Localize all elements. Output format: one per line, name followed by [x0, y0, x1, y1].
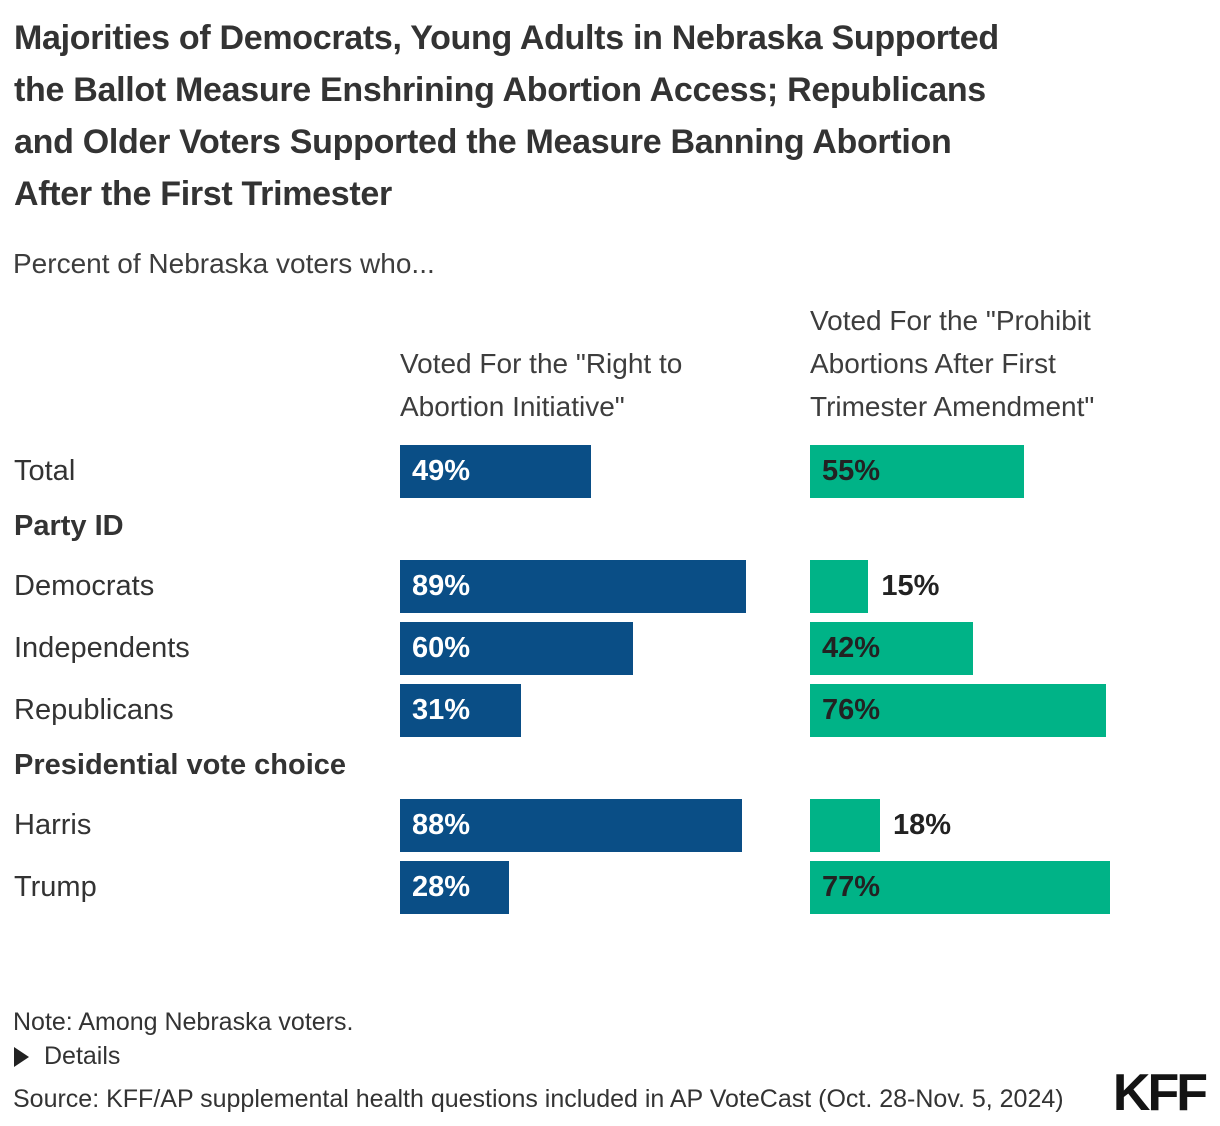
bar-track-col2: 42% [810, 622, 1220, 675]
bar-prohibit-abortions-trump: 77% [810, 861, 1110, 914]
bar-track-col2: 18% [810, 799, 1220, 852]
row-label-trump: Trump [14, 871, 97, 903]
chart-title-line: Majorities of Democrats, Young Adults in… [14, 19, 999, 57]
bar-value-label: 42% [822, 632, 881, 664]
row-label-harris: Harris [14, 809, 92, 841]
kff-logo: KFF [1112, 1064, 1208, 1122]
column-header-right-to-abortion: Voted For the "Right to Abortion Initiat… [400, 348, 683, 422]
bar-value-label: 60% [412, 632, 471, 664]
bar-right-to-abortion-republicans: 31% [400, 684, 521, 737]
bar-right-to-abortion-harris: 88% [400, 799, 743, 852]
bar-track-col2: 76% [810, 684, 1220, 737]
chart-area: Total 49% 55% Party ID Democrats 89% 15%… [0, 445, 1220, 923]
bar-value-label: 55% [822, 455, 881, 487]
column-headers: Voted For the "Right to Abortion Initiat… [0, 300, 1220, 428]
bar-row-independents: Independents 60% 42% [0, 622, 1220, 675]
footnote: Note: Among Nebraska voters. [13, 1008, 354, 1036]
bar-prohibit-abortions-democrats: 15% [810, 560, 939, 613]
bar-right-to-abortion-trump: 28% [400, 861, 509, 914]
section-row-party-id: Party ID [0, 510, 1220, 543]
row-label-independents: Independents [14, 632, 190, 664]
chart-subtitle: Percent of Nebraska voters who... [13, 248, 435, 279]
bar-row-total: Total 49% 55% [0, 445, 1220, 498]
bar-value-label: 28% [412, 871, 471, 903]
bar-track-col1: 89% [400, 560, 810, 613]
bar-track-col1: 31% [400, 684, 810, 737]
bar-right-to-abortion-democrats: 89% [400, 560, 747, 613]
bar-row-republicans: Republicans 31% 76% [0, 684, 1220, 737]
bar-prohibit-abortions-republicans: 76% [810, 684, 1106, 737]
bar-prohibit-abortions-harris: 18% [810, 799, 951, 852]
bar-track-col1: 49% [400, 445, 810, 498]
source-line: Source: KFF/AP supplemental health quest… [13, 1085, 1064, 1113]
bar-row-trump: Trump 28% 77% [0, 861, 1220, 914]
chart-title: Majorities of Democrats, Young Adults in… [14, 12, 1174, 220]
column-header-prohibit-abortions: Voted For the "Prohibit Abortions After … [810, 305, 1095, 422]
bar-value-label: 77% [822, 871, 881, 903]
bar-track-col1: 88% [400, 799, 810, 852]
bar-row-democrats: Democrats 89% 15% [0, 560, 1220, 613]
row-label-total: Total [14, 455, 76, 487]
chart-title-line: After the First Trimester [14, 175, 392, 213]
bar-value-label: 49% [412, 455, 471, 487]
bar-track-col2: 15% [810, 560, 1220, 613]
bar-value-label: 18% [893, 809, 952, 841]
details-label: Details [44, 1042, 121, 1070]
section-label-presidential-vote: Presidential vote choice [14, 749, 347, 781]
bar-prohibit-abortions-independents: 42% [810, 622, 974, 675]
bar-row-harris: Harris 88% 18% [0, 799, 1220, 852]
bar-value-label: 88% [412, 809, 471, 841]
bar-track-col1: 28% [400, 861, 810, 914]
chart-title-line: and Older Voters Supported the Measure B… [14, 123, 952, 161]
bar-value-label: 89% [412, 570, 471, 602]
bar-right-to-abortion-independents: 60% [400, 622, 634, 675]
section-label-party-id: Party ID [14, 510, 124, 542]
bar-right-to-abortion-total: 49% [400, 445, 591, 498]
bar-value-label: 15% [881, 570, 940, 602]
bar-prohibit-abortions-total: 55% [810, 445, 1024, 498]
bar-track-col2: 77% [810, 861, 1220, 914]
row-label-democrats: Democrats [14, 570, 155, 602]
bar-track-col2: 55% [810, 445, 1220, 498]
bar-value-label: 31% [412, 694, 471, 726]
row-label-republicans: Republicans [14, 694, 174, 726]
triangle-right-icon [14, 1046, 29, 1067]
bar-track-col1: 60% [400, 622, 810, 675]
details-expander[interactable]: Details [14, 1042, 120, 1071]
section-row-presidential-vote: Presidential vote choice [0, 749, 1220, 782]
bar-value-label: 76% [822, 694, 881, 726]
chart-title-line: the Ballot Measure Enshrining Abortion A… [14, 71, 986, 109]
